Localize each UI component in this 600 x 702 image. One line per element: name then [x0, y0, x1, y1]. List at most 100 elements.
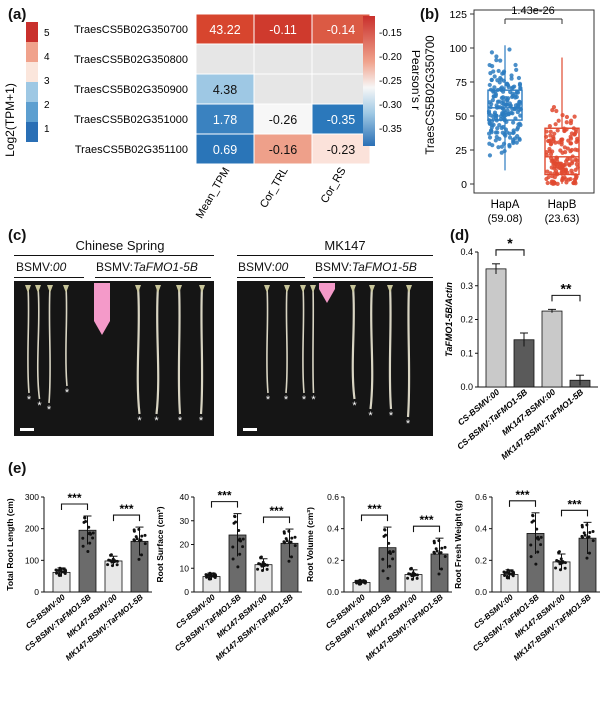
data-point — [556, 140, 561, 145]
data-point — [539, 543, 543, 547]
data-point — [81, 544, 85, 548]
heatmap-cell-value: -0.16 — [269, 143, 298, 157]
root-strand — [65, 286, 68, 387]
left-scale-swatch — [26, 102, 38, 122]
root-strand — [406, 286, 411, 418]
root-tip-asterisk: * — [368, 410, 373, 422]
data-point — [559, 560, 563, 564]
data-point — [563, 177, 568, 182]
heatmap-cell — [311, 103, 371, 135]
y-tick-label: 0.4 — [327, 524, 339, 534]
data-point — [290, 555, 294, 559]
bar — [541, 310, 563, 388]
data-point — [110, 564, 114, 568]
data-point — [539, 535, 543, 539]
heatmap-cell — [253, 133, 313, 165]
total-root-length-chart: Total Root Length (cm)0100200300CS-BSMV:… — [5, 491, 152, 663]
data-point — [550, 158, 555, 163]
data-point — [437, 539, 441, 543]
root-surface-chart: Root Surface (cm²)010203040CS-BSMV:00CS-… — [155, 489, 302, 663]
data-point — [499, 125, 504, 131]
data-point — [438, 551, 442, 555]
data-point — [560, 150, 565, 155]
data-point — [510, 85, 516, 90]
boxplot-boxes — [487, 45, 580, 184]
data-point — [238, 552, 242, 556]
lane-underline-cs-control — [14, 277, 84, 278]
photo-mk147: * * * * * * * * — [237, 281, 433, 436]
gene-label: TraesCS5B02G350700 — [74, 24, 188, 36]
data-point — [529, 543, 533, 547]
data-point — [238, 537, 242, 541]
left-scale-label: Log2(TPM+1) — [3, 83, 17, 157]
boxplot-points — [486, 47, 580, 186]
data-point — [213, 573, 217, 577]
root-tip-asterisk: * — [27, 394, 32, 406]
data-point — [499, 144, 505, 149]
data-point — [568, 136, 574, 141]
data-point — [490, 98, 495, 103]
data-point — [357, 579, 361, 583]
significance-stars: *** — [515, 488, 529, 502]
data-point — [572, 114, 577, 119]
data-point — [384, 533, 388, 537]
data-point — [111, 557, 115, 561]
y-tick-label: 0.1 — [460, 348, 473, 358]
significance-bracket — [495, 249, 525, 256]
root-tip-asterisk: * — [37, 400, 42, 412]
data-point — [61, 570, 65, 574]
significance-bracket — [412, 525, 441, 533]
data-point — [553, 168, 559, 174]
data-point — [549, 141, 554, 146]
data-point — [495, 78, 500, 83]
data-point — [510, 111, 515, 116]
significance-bracket — [60, 503, 89, 510]
heatmap-cell-value: 0.69 — [213, 143, 237, 157]
data-point — [293, 544, 297, 548]
boxplot-y-ticks: 0 25 50 75 100 125 — [449, 9, 474, 191]
data-point — [509, 73, 514, 78]
significance-bracket — [508, 500, 537, 507]
root-strand — [199, 286, 204, 415]
data-point — [511, 140, 516, 146]
left-scale-tick: 5 — [44, 28, 50, 39]
seed — [199, 285, 205, 293]
right-scale-ticks: -0.15 -0.20 -0.25 -0.30 -0.35 — [379, 28, 402, 135]
data-point — [381, 569, 385, 573]
data-point — [233, 514, 237, 518]
data-point — [564, 159, 569, 164]
right-scale-tick: -0.30 — [379, 100, 402, 111]
data-point — [591, 529, 595, 533]
y-tick-label: 0 — [184, 587, 189, 597]
data-point — [545, 180, 550, 186]
data-point — [559, 164, 564, 169]
data-point — [282, 530, 286, 534]
data-point — [432, 539, 436, 543]
gene-label: TraesCS5B02G350900 — [74, 84, 188, 96]
data-point — [591, 539, 595, 543]
data-point — [492, 85, 497, 90]
data-point — [265, 567, 269, 571]
data-point — [387, 541, 391, 545]
data-point — [500, 130, 505, 135]
left-scale-swatch — [26, 82, 38, 102]
data-point — [505, 108, 510, 113]
data-point — [516, 122, 521, 127]
data-point — [508, 103, 513, 108]
data-point — [495, 130, 500, 135]
data-point — [137, 527, 141, 531]
lane-underline-mk-treat — [313, 277, 433, 278]
data-point — [355, 581, 359, 585]
data-point — [555, 128, 560, 133]
seed — [63, 285, 69, 293]
data-point — [491, 94, 497, 99]
data-point — [502, 108, 507, 113]
data-point — [505, 98, 510, 103]
data-point — [515, 134, 520, 139]
data-point — [55, 571, 59, 575]
root-strand — [36, 286, 41, 400]
root-tip-asterisk: * — [352, 400, 357, 412]
data-point — [91, 536, 95, 540]
data-point — [284, 537, 288, 541]
root-strand — [388, 286, 393, 410]
